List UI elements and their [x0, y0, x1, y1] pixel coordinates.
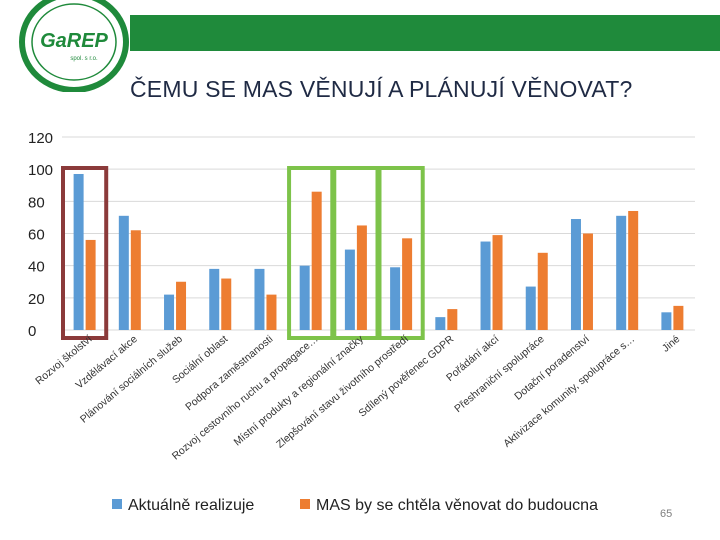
y-tick-label: 80: [28, 194, 45, 211]
y-tick-label: 120: [28, 130, 53, 147]
bar-future: [402, 238, 413, 330]
bar-future: [582, 233, 593, 330]
y-tick-label: 20: [28, 291, 45, 308]
bar-current: [73, 173, 84, 330]
x-tick-label: Podpora zaměstnanosti: [183, 333, 275, 413]
highlight-box-green: [377, 166, 425, 340]
bar-current: [435, 317, 446, 330]
y-tick-label: 100: [28, 162, 53, 179]
bar-current: [390, 267, 401, 330]
logo-subtext: spol. s r.o.: [70, 56, 98, 62]
bar-future: [356, 225, 367, 330]
bar-current: [254, 268, 265, 330]
bar-future: [221, 278, 232, 330]
y-axis-ticks: 0 20 40 60 80 100 120: [28, 130, 53, 340]
x-tick-label: Jiné: [660, 333, 683, 355]
bar-current: [299, 265, 310, 330]
bars-layer: [73, 173, 684, 330]
legend-swatch: [112, 499, 122, 509]
legend-swatch: [300, 499, 310, 509]
bar-future: [628, 210, 639, 330]
bar-future: [266, 294, 277, 330]
bar-current: [164, 294, 175, 330]
bar-future: [492, 235, 503, 330]
bar-current: [480, 241, 491, 330]
highlight-box-green: [332, 166, 380, 340]
x-tick-label: Přeshraniční spolupráce: [452, 333, 547, 415]
logo-text: GaREP: [40, 30, 108, 52]
bar-future: [311, 191, 322, 330]
bar-future: [176, 281, 187, 330]
bar-current: [209, 268, 220, 330]
page-number: 65: [660, 508, 673, 520]
bar-future: [537, 252, 548, 330]
bar-future: [673, 305, 684, 330]
bar-current: [118, 215, 129, 330]
y-tick-label: 40: [28, 259, 45, 276]
highlight-box-green: [287, 166, 335, 340]
page-title: ČEMU SE MAS VĚNUJÍ A PLÁNUJÍ VĚNOVAT?: [130, 76, 633, 102]
header-band: [130, 15, 720, 51]
y-tick-label: 0: [28, 323, 36, 340]
bar-future: [447, 309, 458, 330]
y-tick-label: 60: [28, 227, 45, 244]
garep-logo: GaREP spol. s r.o.: [19, 0, 129, 92]
bar-current: [525, 286, 536, 330]
bar-current: [661, 312, 672, 330]
legend: Aktuálně realizuje MAS by se chtěla věnov…: [112, 497, 598, 514]
bar-future: [130, 230, 141, 330]
highlight-box-red: [61, 166, 109, 340]
highlight-boxes: [61, 166, 425, 340]
bar-current: [616, 215, 627, 330]
legend-label: MAS by se chtěla věnovat do budoucna: [316, 497, 598, 514]
bar-future: [85, 239, 96, 330]
bar-current: [570, 219, 581, 330]
x-tick-label: Dotační poradenství: [512, 333, 592, 403]
bar-current: [344, 249, 355, 330]
legend-label: Aktuálně realizuje: [128, 497, 254, 514]
